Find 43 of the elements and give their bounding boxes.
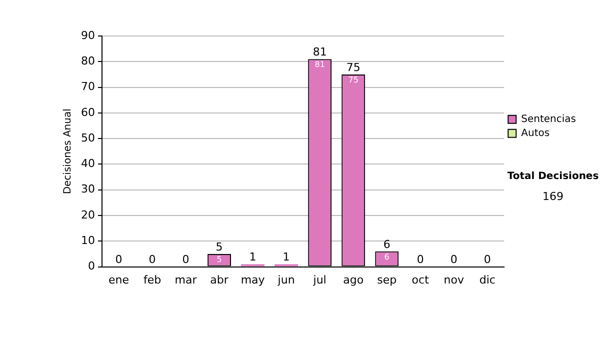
total-label: 0 [148,253,156,266]
x-tick-label: abr [210,273,229,286]
data-label: 6 [384,252,390,262]
total-label: 1 [249,250,256,264]
total-label: 81 [312,45,327,58]
y-axis-title: Decisiones Anual [62,108,74,194]
total-label: 0 [416,253,424,266]
y-tick-label: 50 [80,131,95,144]
x-tick-label: jul [312,273,326,286]
y-tick-label: 80 [80,54,95,68]
data-label: 5 [216,255,222,264]
data-label: 81 [314,60,325,70]
total-label: 0 [182,253,190,266]
y-tick-label: 20 [80,208,95,222]
total-label: 0 [115,253,122,266]
total-label: 75 [346,60,360,74]
legend-label: Autos [521,128,550,139]
x-tick-label: ago [343,273,364,286]
total-label: 5 [216,240,223,254]
x-tick-label: nov [444,273,464,286]
text: 169 [542,190,564,203]
x-tick-label: sep [377,273,397,286]
y-tick-label: 60 [80,106,95,119]
total-label: 6 [383,238,390,251]
y-tick-label: 90 [80,28,95,42]
y-tick-label: 70 [80,80,95,94]
text: Total Decisiones [506,171,600,182]
y-tick-label: 40 [80,157,95,170]
data-label: 75 [348,76,358,85]
x-tick-label: ene [108,273,130,286]
legend-label: Sentencias [521,114,576,125]
x-tick-label: jun [276,273,295,286]
x-tick-label: dic [479,273,496,286]
x-tick-label: oct [412,273,430,286]
y-tick-label: 10 [80,234,95,248]
total-label: 1 [282,250,290,264]
x-tick-label: feb [143,273,162,286]
x-tick-label: may [240,273,266,286]
total-label: 0 [450,253,458,266]
y-tick-label: 0 [88,260,95,273]
total-label: 0 [484,253,491,266]
y-tick-label: 30 [80,182,95,196]
x-tick-label: mar [174,273,198,286]
